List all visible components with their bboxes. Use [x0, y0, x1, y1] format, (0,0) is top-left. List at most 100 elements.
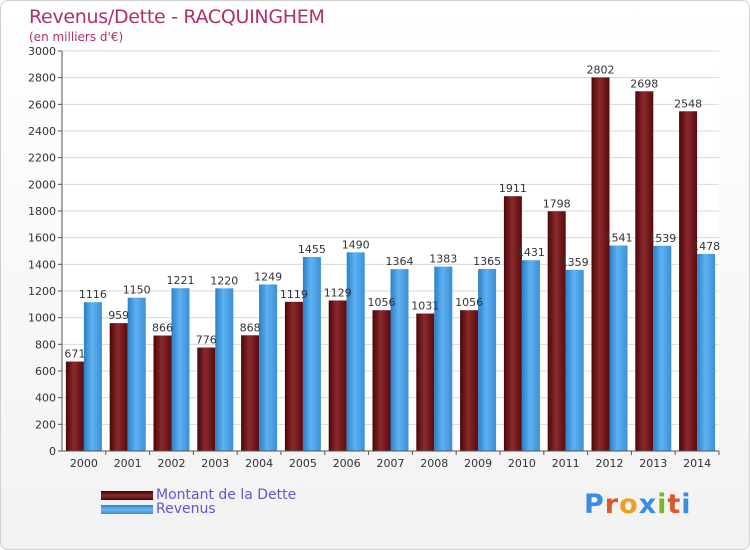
- x-tick-label: 2007: [377, 457, 405, 470]
- bar-revenus: [171, 288, 190, 451]
- logo-letter: P: [584, 489, 605, 520]
- bar-dette: [197, 347, 216, 451]
- data-label: 866: [152, 322, 173, 335]
- y-tick-label: 2800: [28, 72, 56, 85]
- bar-revenus: [127, 297, 146, 451]
- data-label: 1383: [429, 253, 457, 266]
- y-tick-label: 1000: [28, 312, 56, 325]
- bar-revenus: [521, 260, 540, 451]
- legend-swatch-dette: [101, 490, 153, 500]
- y-tick-label: 1200: [28, 285, 56, 298]
- y-tick-label: 2400: [28, 125, 56, 138]
- data-label: 1119: [280, 288, 308, 301]
- legend-swatch-revenus: [101, 504, 153, 514]
- bar-revenus: [259, 284, 278, 451]
- bar-revenus: [434, 266, 453, 451]
- y-tick-label: 1400: [28, 258, 56, 271]
- bar-dette: [241, 335, 260, 451]
- y-tick-label: 400: [35, 392, 56, 405]
- bar-dette: [328, 300, 347, 451]
- bar-dette: [679, 111, 698, 452]
- logo-letter: t: [667, 489, 682, 520]
- data-label: 1129: [324, 286, 352, 299]
- bar-revenus: [302, 257, 321, 451]
- logo-letter: r: [604, 489, 620, 520]
- y-tick-label: 2600: [28, 98, 56, 111]
- data-label: 1031: [411, 300, 439, 313]
- y-tick-label: 2000: [28, 178, 56, 191]
- legend-label-dette: Montant de la Dette: [156, 487, 297, 503]
- y-tick-label: 3000: [28, 45, 56, 58]
- y-tick-label: 200: [35, 418, 56, 431]
- x-tick-label: 2005: [289, 457, 317, 470]
- x-tick-label: 2006: [333, 457, 361, 470]
- logo-letter: o: [619, 489, 639, 520]
- data-label: 1220: [210, 274, 238, 287]
- x-tick-label: 2014: [683, 457, 711, 470]
- chart-title: Revenus/Dette - RACQUINGHEM: [29, 6, 325, 28]
- data-label: 1365: [473, 255, 501, 268]
- data-label: 868: [240, 321, 261, 334]
- data-label: 1539: [648, 232, 676, 245]
- data-label: 2698: [630, 77, 658, 90]
- y-tick-label: 2200: [28, 152, 56, 165]
- data-label: 1798: [543, 197, 571, 210]
- data-label: 1455: [298, 243, 326, 256]
- x-tick-label: 2012: [596, 457, 624, 470]
- data-label: 2548: [674, 97, 702, 110]
- x-tick-label: 2013: [639, 457, 667, 470]
- x-tick-label: 2002: [158, 457, 186, 470]
- data-label: 1478: [692, 240, 720, 253]
- y-tick-label: 1600: [28, 232, 56, 245]
- data-label: 1221: [167, 274, 195, 287]
- bar-dette: [109, 323, 128, 451]
- data-label: 1056: [455, 296, 483, 309]
- x-tick-label: 2009: [464, 457, 492, 470]
- data-label: 1911: [499, 182, 527, 195]
- bar-revenus: [609, 245, 628, 451]
- data-label: 1364: [386, 255, 414, 268]
- bar-dette: [284, 301, 303, 451]
- data-label: 776: [196, 334, 217, 347]
- data-label: 1150: [123, 284, 151, 297]
- bar-revenus: [83, 302, 102, 451]
- y-tick-label: 1800: [28, 205, 56, 218]
- logo-letter: x: [638, 489, 658, 520]
- bar-dette: [65, 361, 84, 451]
- x-tick-label: 2004: [245, 457, 273, 470]
- data-label: 959: [108, 309, 129, 322]
- data-label: 1249: [254, 270, 282, 283]
- data-label: 1541: [605, 232, 633, 245]
- bar-revenus: [653, 245, 672, 451]
- bar-dette: [153, 335, 172, 451]
- x-tick-label: 2001: [114, 457, 142, 470]
- data-label: 1056: [368, 296, 396, 309]
- logo-letter: i: [657, 489, 668, 520]
- bar-revenus: [565, 269, 584, 451]
- bar-dette: [503, 196, 522, 451]
- chart-subtitle: (en milliers d'€): [29, 30, 124, 44]
- x-tick-label: 2008: [420, 457, 448, 470]
- y-tick-label: 0: [49, 445, 56, 458]
- y-tick-label: 600: [35, 365, 56, 378]
- bar-dette: [635, 91, 654, 452]
- bar-dette: [372, 310, 391, 451]
- data-label: 671: [64, 348, 85, 361]
- x-tick-label: 2011: [552, 457, 580, 470]
- logo-letter: i: [681, 489, 692, 520]
- x-tick-label: 2010: [508, 457, 536, 470]
- data-label: 1116: [79, 288, 107, 301]
- bar-dette: [547, 211, 566, 451]
- legend-item-dette: Montant de la Dette: [101, 487, 296, 503]
- bar-revenus: [346, 252, 365, 451]
- data-label: 1490: [342, 238, 370, 251]
- bar-revenus: [390, 269, 409, 451]
- legend-item-revenus: Revenus: [101, 501, 216, 517]
- bar-dette: [460, 310, 479, 451]
- data-label: 1359: [561, 256, 589, 269]
- y-tick-label: 800: [35, 338, 56, 351]
- data-label: 1431: [517, 246, 545, 259]
- bar-revenus: [215, 288, 234, 451]
